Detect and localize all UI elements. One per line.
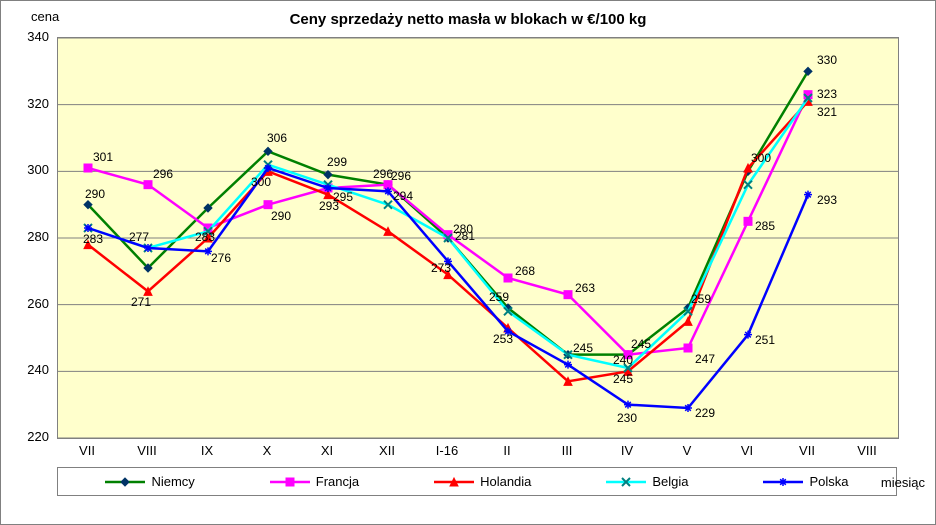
data-label: 296 [153, 167, 173, 181]
xtick-label: VII [79, 443, 95, 458]
legend-swatch [270, 475, 310, 489]
xtick-label: VII [799, 443, 815, 458]
data-label: 259 [691, 292, 711, 306]
data-label: 306 [267, 131, 287, 145]
data-label: 294 [393, 189, 413, 203]
x-axis-label: miesiąc [881, 475, 925, 490]
xtick-label: VIII [137, 443, 157, 458]
legend-item: Belgia [606, 474, 688, 489]
data-label: 276 [211, 251, 231, 265]
data-label: 263 [575, 281, 595, 295]
data-label: 296 [391, 169, 411, 183]
chart-title: Ceny sprzedaży netto masła w blokach w €… [1, 11, 935, 28]
data-label: 283 [195, 230, 215, 244]
legend-item: Francja [270, 474, 359, 489]
legend-swatch [606, 475, 646, 489]
data-label: 240 [613, 353, 633, 367]
data-label: 300 [251, 175, 271, 189]
data-label: 285 [755, 219, 775, 233]
data-label: 296 [373, 167, 393, 181]
legend: Niemcy Francja Holandia Belgia Polska [57, 467, 897, 496]
data-label: 281 [455, 229, 475, 243]
data-label: 273 [431, 261, 451, 275]
ytick-label: 340 [9, 29, 49, 44]
legend-label: Francja [316, 474, 359, 489]
xtick-label: II [503, 443, 510, 458]
legend-label: Niemcy [151, 474, 194, 489]
legend-label: Belgia [652, 474, 688, 489]
chart-container: cena Ceny sprzedaży netto masła w blokac… [0, 0, 936, 525]
xtick-label: V [683, 443, 692, 458]
legend-swatch [105, 475, 145, 489]
data-label: 323 [817, 87, 837, 101]
xtick-label: III [562, 443, 573, 458]
xtick-label: XII [379, 443, 395, 458]
ytick-label: 300 [9, 162, 49, 177]
data-label: 245 [573, 341, 593, 355]
data-label: 277 [129, 230, 149, 244]
ytick-label: 240 [9, 362, 49, 377]
data-label: 321 [817, 105, 837, 119]
ytick-label: 220 [9, 429, 49, 444]
xtick-label: XI [321, 443, 333, 458]
xtick-label: IX [201, 443, 213, 458]
data-label: 268 [515, 264, 535, 278]
data-label: 293 [817, 193, 837, 207]
legend-item: Niemcy [105, 474, 194, 489]
xtick-label: VIII [857, 443, 877, 458]
xtick-label: IV [621, 443, 633, 458]
data-label: 259 [489, 290, 509, 304]
data-label: 295 [333, 190, 353, 204]
xtick-label: VI [741, 443, 753, 458]
data-label: 300 [751, 151, 771, 165]
data-label: 290 [85, 187, 105, 201]
data-label: 253 [493, 332, 513, 346]
data-label: 230 [617, 411, 637, 425]
legend-swatch [763, 475, 803, 489]
legend-item: Holandia [434, 474, 531, 489]
data-label: 283 [83, 232, 103, 246]
legend-label: Holandia [480, 474, 531, 489]
data-label: 271 [131, 295, 151, 309]
data-label: 245 [613, 372, 633, 386]
xtick-label: X [263, 443, 272, 458]
data-label: 229 [695, 406, 715, 420]
ytick-label: 280 [9, 229, 49, 244]
xtick-label: I-16 [436, 443, 458, 458]
legend-swatch [434, 475, 474, 489]
data-label: 251 [755, 333, 775, 347]
data-label: 245 [631, 337, 651, 351]
legend-label: Polska [809, 474, 848, 489]
ytick-label: 260 [9, 296, 49, 311]
data-label: 301 [93, 150, 113, 164]
legend-item: Polska [763, 474, 848, 489]
data-label: 290 [271, 209, 291, 223]
plot-area [57, 37, 899, 439]
data-label: 247 [695, 352, 715, 366]
data-label: 330 [817, 53, 837, 67]
data-label: 299 [327, 155, 347, 169]
ytick-label: 320 [9, 96, 49, 111]
